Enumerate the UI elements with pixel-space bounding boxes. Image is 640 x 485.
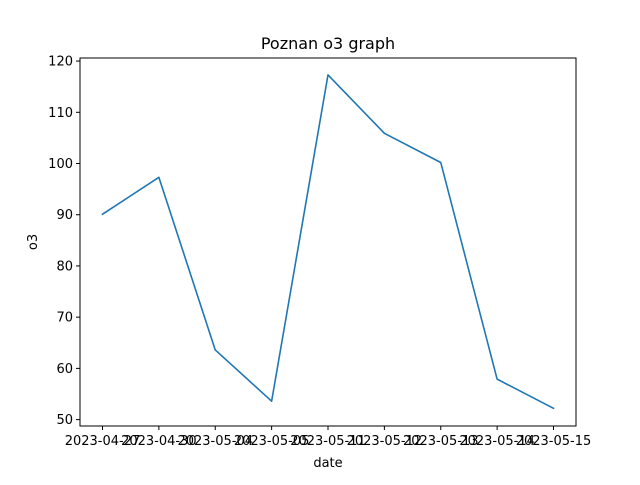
x-tick-label: 2023-05-04 bbox=[177, 434, 253, 449]
y-tick-label: 50 bbox=[56, 413, 73, 428]
x-axis: 2023-04-272023-04-302023-05-042023-05-05… bbox=[65, 426, 592, 449]
x-tick-label: 2023-04-27 bbox=[65, 434, 141, 449]
x-tick-label: 2023-05-13 bbox=[403, 434, 479, 449]
y-tick-label: 80 bbox=[56, 259, 73, 274]
y-tick-label: 100 bbox=[48, 157, 73, 172]
y-tick-label: 120 bbox=[48, 55, 73, 70]
x-tick-label: 2023-05-15 bbox=[516, 434, 592, 449]
x-tick-label: 2023-04-30 bbox=[121, 434, 197, 449]
x-tick-label: 2023-05-12 bbox=[347, 434, 423, 449]
x-tick-label: 2023-05-14 bbox=[459, 434, 535, 449]
x-tick-label: 2023-05-05 bbox=[234, 434, 310, 449]
series-line-0 bbox=[101, 74, 555, 410]
x-axis-label: date bbox=[313, 456, 342, 471]
y-tick-label: 90 bbox=[56, 208, 73, 223]
y-axis: 50 60 70 80 90 100 110 120 bbox=[48, 55, 80, 428]
y-axis-label: o3 bbox=[26, 234, 41, 250]
y-tick-label: 70 bbox=[56, 311, 73, 326]
plot-area bbox=[101, 74, 555, 410]
y-tick-label: 110 bbox=[48, 106, 73, 121]
y-tick-label: 60 bbox=[56, 362, 73, 377]
x-tick-label: 2023-05-11 bbox=[290, 434, 366, 449]
chart-title: Poznan o3 graph bbox=[261, 34, 395, 53]
